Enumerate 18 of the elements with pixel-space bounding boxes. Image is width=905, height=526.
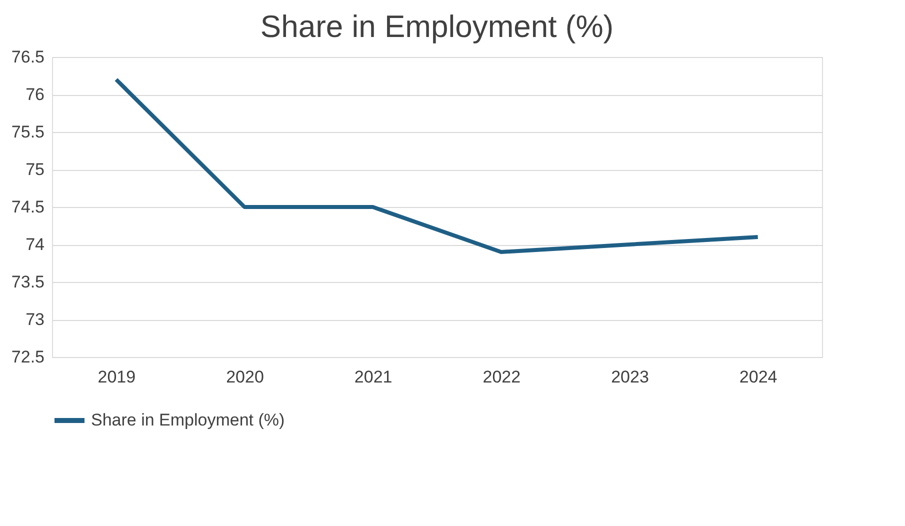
x-tick-label: 2020 [226,368,264,386]
y-tick-label: 73 [26,310,44,329]
y-tick-label: 76.5 [11,48,44,66]
x-tick-label: 2023 [611,368,649,386]
y-tick-label: 74 [26,235,44,254]
x-tick-label: 2019 [98,368,136,386]
y-tick-label: 74.5 [11,198,44,216]
y-tick-label: 75 [26,160,44,179]
y-tick-label: 73.5 [11,272,44,292]
chart-title: Share in Employment (%) [260,9,614,44]
x-tick-label: 2022 [482,368,521,386]
y-tick-label: 75.5 [11,122,44,142]
y-tick-label: 72.5 [11,348,44,366]
y-tick-label: 76 [26,85,44,104]
x-tick-label: 2024 [739,368,778,386]
line-series [114,78,760,254]
legend-label: Share in Employment (%) [91,410,285,430]
x-tick-label: 2021 [354,368,392,386]
